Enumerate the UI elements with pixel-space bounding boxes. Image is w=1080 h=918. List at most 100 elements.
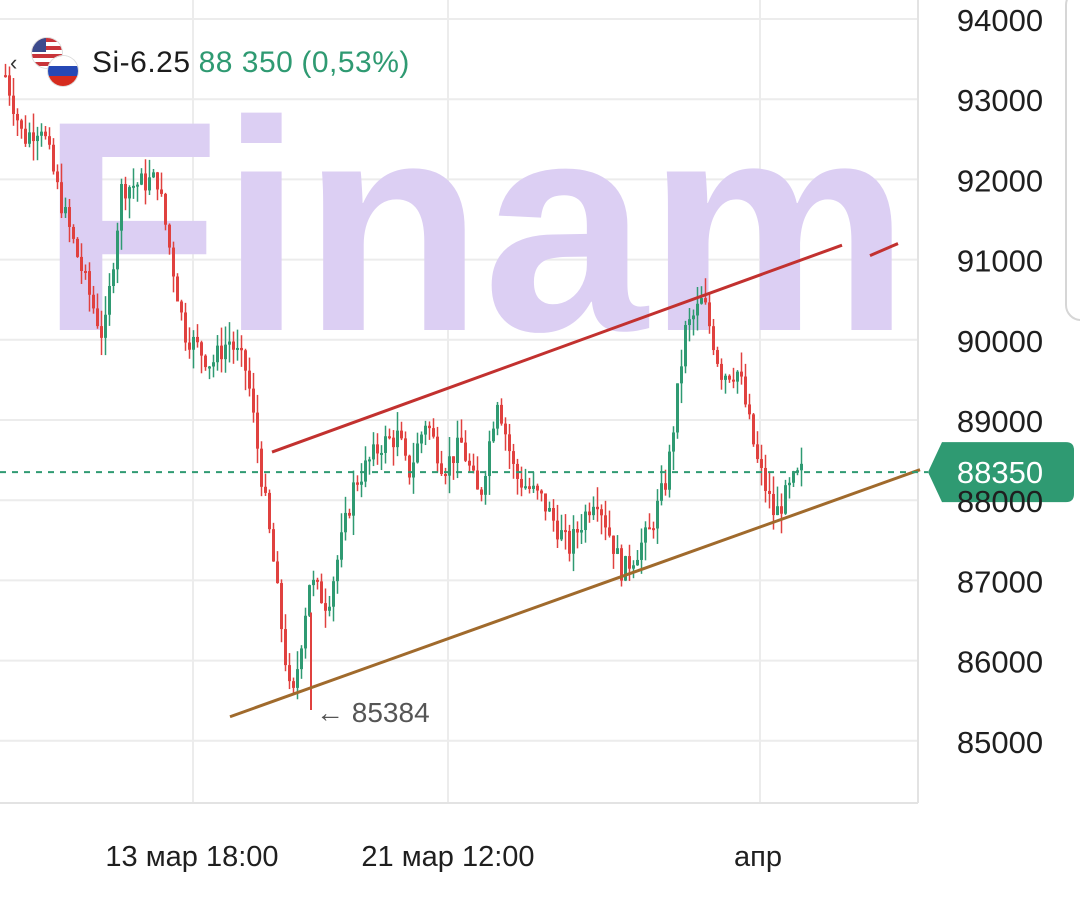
x-tick-label: 13 мар 18:00	[105, 841, 278, 873]
last-price: 88 350	[198, 46, 294, 79]
candle-body	[536, 485, 539, 491]
candle-body	[420, 434, 423, 444]
candle-body	[80, 256, 83, 271]
candle-body	[200, 342, 203, 356]
candle-body	[572, 529, 575, 554]
candle-body	[456, 437, 459, 464]
candle-body	[708, 302, 711, 327]
candle-body	[600, 509, 603, 516]
candle-body	[176, 276, 179, 302]
candle-body	[716, 350, 719, 364]
candle-body	[236, 347, 239, 350]
candle-body	[480, 489, 483, 495]
candle-body	[624, 556, 627, 581]
x-tick-label: апр	[734, 841, 782, 873]
candle-body	[728, 375, 731, 380]
candle-body	[500, 404, 503, 424]
side-panel-handle[interactable]	[1065, 0, 1080, 321]
candle-body	[404, 438, 407, 456]
candle-body	[20, 120, 23, 129]
candle-body	[664, 483, 667, 490]
candle-body	[376, 444, 379, 454]
candle-body	[620, 548, 623, 581]
candle-body	[248, 370, 251, 389]
candle-body	[392, 437, 395, 448]
candle-body	[28, 132, 31, 144]
candle-body	[788, 482, 791, 486]
candle-body	[700, 298, 703, 304]
candle-body	[528, 486, 531, 489]
candle-body	[544, 493, 547, 512]
candle-body	[220, 345, 223, 360]
candle-body	[264, 486, 267, 493]
candle-body	[388, 436, 391, 439]
candle-body	[168, 224, 171, 248]
candle-body	[776, 506, 779, 516]
candle-body	[24, 128, 27, 144]
candle-body	[416, 443, 419, 463]
upper-trendline[interactable]	[271, 243, 843, 454]
candle-body	[292, 681, 295, 688]
candle-body	[136, 184, 139, 187]
y-tick-label: 88000	[957, 484, 1043, 519]
candle-body	[596, 506, 599, 510]
candle-body	[344, 512, 347, 533]
candle-body	[164, 193, 167, 225]
lower-trendline[interactable]	[229, 468, 921, 719]
candle-body	[644, 527, 647, 543]
y-tick-label: 92000	[957, 163, 1043, 198]
candle-body	[440, 463, 443, 475]
candle-body	[532, 485, 535, 489]
candle-body	[512, 451, 515, 464]
candle-body	[64, 207, 67, 214]
candle-body	[740, 371, 743, 377]
candle-body	[244, 350, 247, 371]
candle-body	[320, 581, 323, 604]
upper-trendline-extension[interactable]	[869, 242, 899, 257]
candle-body	[316, 579, 319, 582]
candle-body	[764, 467, 767, 491]
candle-body	[12, 95, 15, 114]
candle-body	[736, 371, 739, 382]
candle-body	[608, 527, 611, 536]
candle-body	[756, 444, 759, 460]
candle-body	[148, 177, 151, 191]
candle-body	[48, 136, 51, 145]
x-tick-label: 21 мар 12:00	[361, 841, 534, 873]
candle-body	[584, 511, 587, 531]
candle-body	[580, 530, 583, 533]
candle-body	[160, 189, 163, 194]
candle-body	[408, 455, 411, 478]
y-tick-label: 90000	[957, 324, 1043, 359]
candle-body	[792, 472, 795, 483]
candle-body	[196, 336, 199, 343]
candle-body	[92, 294, 95, 309]
ru-flag-icon	[48, 56, 78, 86]
candle-body	[448, 456, 451, 476]
candle-body	[324, 603, 327, 611]
candle-body	[308, 585, 311, 616]
candle-body	[212, 362, 215, 367]
y-tick-label: 86000	[957, 645, 1043, 680]
candle-body	[576, 529, 579, 533]
candle-body	[524, 486, 527, 489]
candle-body	[732, 379, 735, 382]
candle-body	[680, 366, 683, 384]
candle-body	[132, 185, 135, 188]
candle-body	[140, 173, 143, 185]
candle-body	[412, 462, 415, 478]
candle-body	[356, 482, 359, 485]
candle-body	[112, 269, 115, 286]
candle-body	[556, 520, 559, 540]
candle-body	[632, 565, 635, 569]
candle-body	[364, 460, 367, 482]
y-tick-label: 89000	[957, 404, 1043, 439]
back-arrow-icon[interactable]: ‹	[10, 50, 18, 75]
candle-body	[692, 315, 695, 320]
candle-body	[272, 529, 275, 562]
candle-body	[44, 131, 47, 137]
candle-body	[96, 308, 99, 327]
candle-body	[36, 135, 39, 142]
candle-body	[300, 648, 303, 670]
